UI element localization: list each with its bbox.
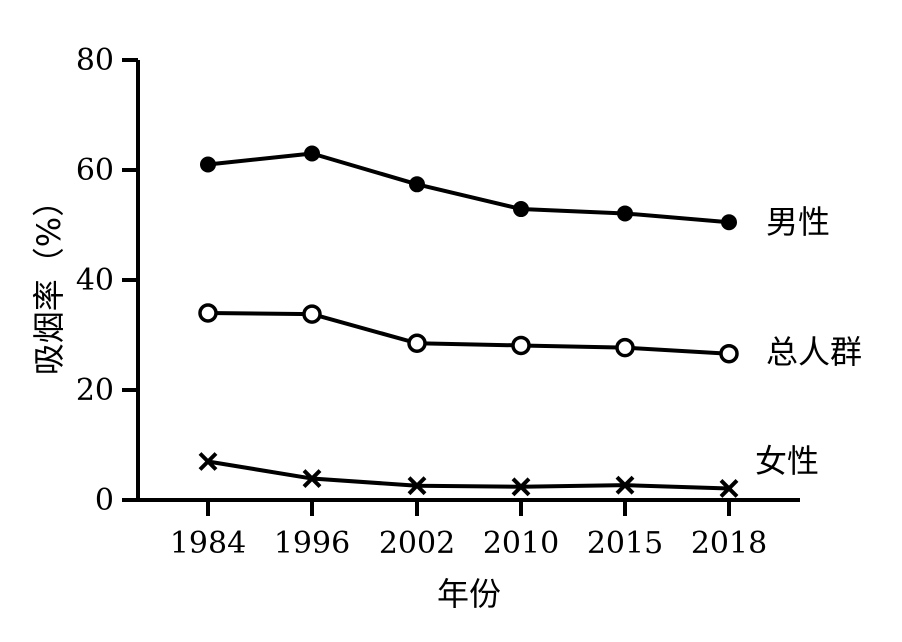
series-line [207, 459, 730, 491]
data-point [407, 476, 427, 496]
data-point [198, 452, 218, 471]
data-point [198, 303, 218, 323]
y-tick-label: 80 [76, 43, 114, 78]
series-line [207, 311, 730, 356]
x-ticks: 1984 1996 2002 2010 2015 2018 [170, 500, 767, 561]
x-tick-label: 2015 [587, 526, 663, 561]
y-ticks: 0 20 40 60 80 [76, 43, 138, 518]
series-line [207, 151, 730, 225]
data-point [302, 304, 322, 324]
y-tick-label: 0 [95, 483, 114, 518]
series-1 [200, 145, 737, 231]
series-label: 女性 [755, 442, 819, 480]
data-point [719, 343, 739, 364]
data-point [304, 145, 320, 162]
x-tick-label: 1996 [274, 526, 350, 561]
x-tick-label: 1984 [170, 526, 246, 561]
data-point [719, 479, 739, 498]
data-point [407, 333, 427, 353]
data-point [615, 337, 635, 358]
series-3 [198, 452, 739, 498]
x-axis-title: 年份 [437, 575, 501, 613]
y-axis-title: 吸烟率（%） [30, 185, 68, 375]
series-2 [198, 303, 739, 364]
data-point [409, 176, 425, 193]
data-point [615, 475, 635, 495]
axes [136, 60, 800, 502]
x-tick-label: 2002 [379, 526, 455, 561]
data-point [513, 201, 529, 218]
y-tick-label: 20 [76, 373, 114, 408]
data-point [511, 477, 531, 497]
x-tick-label: 2018 [691, 526, 767, 561]
data-point [721, 214, 737, 231]
data-point [302, 469, 322, 488]
series-label: 男性 [766, 203, 830, 241]
x-tick-label: 2010 [483, 526, 559, 561]
series-layer [198, 145, 739, 498]
series-label: 总人群 [766, 333, 862, 371]
data-point [200, 156, 216, 173]
data-point [511, 335, 531, 356]
y-tick-label: 60 [76, 153, 114, 188]
data-point [617, 205, 633, 222]
y-tick-label: 40 [76, 263, 114, 298]
